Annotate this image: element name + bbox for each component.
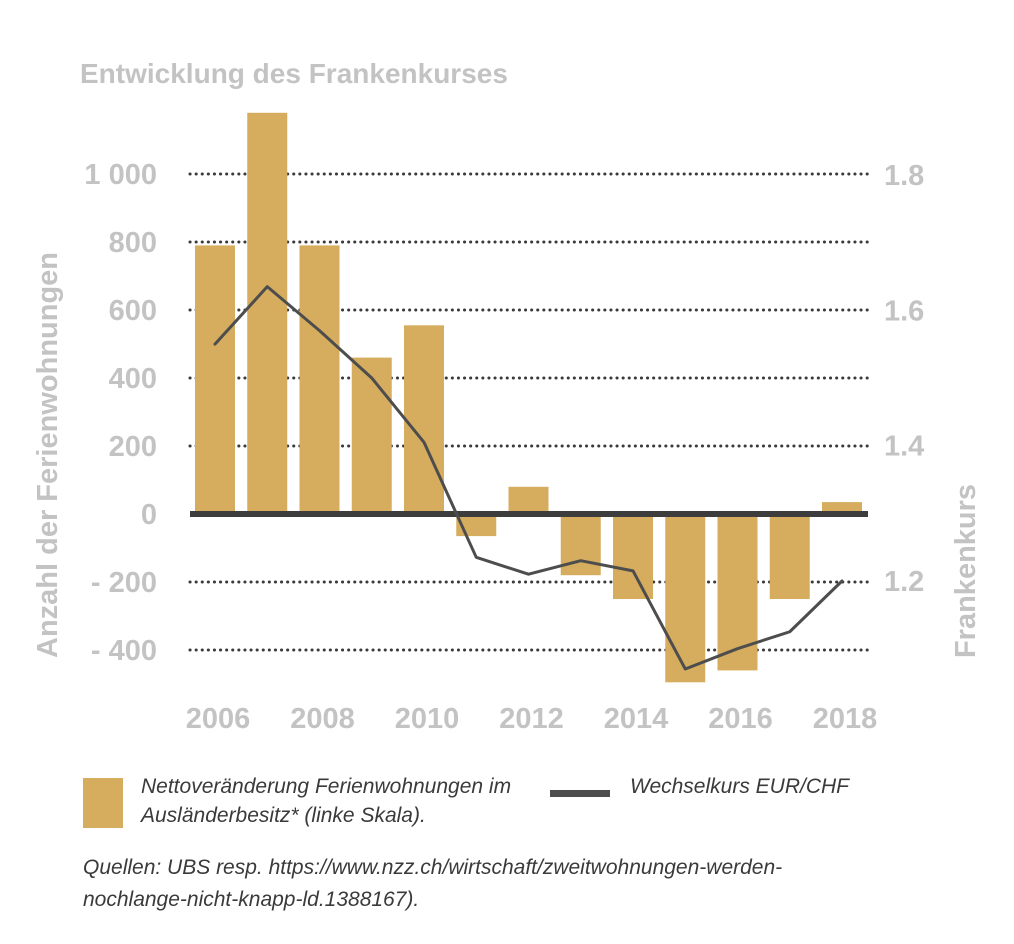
bar (247, 112, 288, 515)
bar (508, 486, 549, 514)
y2-axis-label: Frankenkurs (950, 484, 982, 658)
y-tick-label: 0 (141, 499, 157, 531)
x-tick-label: 2018 (813, 703, 878, 735)
y-tick-label: - 200 (91, 567, 157, 599)
legend-bar-swatch (83, 778, 123, 828)
bar (613, 514, 653, 599)
bar (404, 325, 444, 514)
y-tick-label: 200 (109, 431, 157, 463)
legend-line-label: Wechselkurs EUR/CHF (630, 775, 849, 798)
bar (560, 514, 601, 576)
exchange-rate-line (213, 285, 844, 671)
bar (769, 514, 810, 599)
y2-tick-label: 1.2 (884, 566, 924, 598)
y-tick-label: 1 000 (84, 159, 157, 191)
bar (299, 245, 340, 514)
x-tick-label: 2014 (604, 703, 669, 735)
chart-title: Entwicklung des Frankenkurses (80, 58, 508, 89)
bar (665, 514, 706, 683)
x-tick-label: 2006 (186, 703, 251, 735)
y-tick-label: 600 (109, 295, 157, 327)
bar (351, 357, 392, 514)
source-note: Quellen: UBS resp. https://www.nzz.ch/wi… (83, 856, 783, 911)
y-axis-label: Anzahl der Ferienwohnungen (32, 252, 64, 658)
y2-tick-label: 1.6 (884, 295, 924, 327)
y-tick-label: 400 (109, 363, 157, 395)
y-tick-label: - 400 (91, 635, 157, 667)
bar (822, 502, 862, 514)
y-tick-label: 800 (109, 227, 157, 259)
legend-bar-label: Nettoveränderung Ferienwohnungen im Ausl… (141, 775, 512, 827)
legend-line-swatch (550, 790, 610, 797)
x-tick-label: 2016 (708, 703, 773, 735)
x-tick-label: 2010 (395, 703, 460, 735)
bar (456, 514, 497, 537)
y2-tick-label: 1.4 (884, 431, 924, 463)
y2-tick-label: 1.8 (884, 160, 924, 192)
bar (195, 245, 235, 514)
x-tick-label: 2012 (499, 703, 564, 735)
bar (717, 514, 758, 671)
x-tick-label: 2008 (290, 703, 355, 735)
